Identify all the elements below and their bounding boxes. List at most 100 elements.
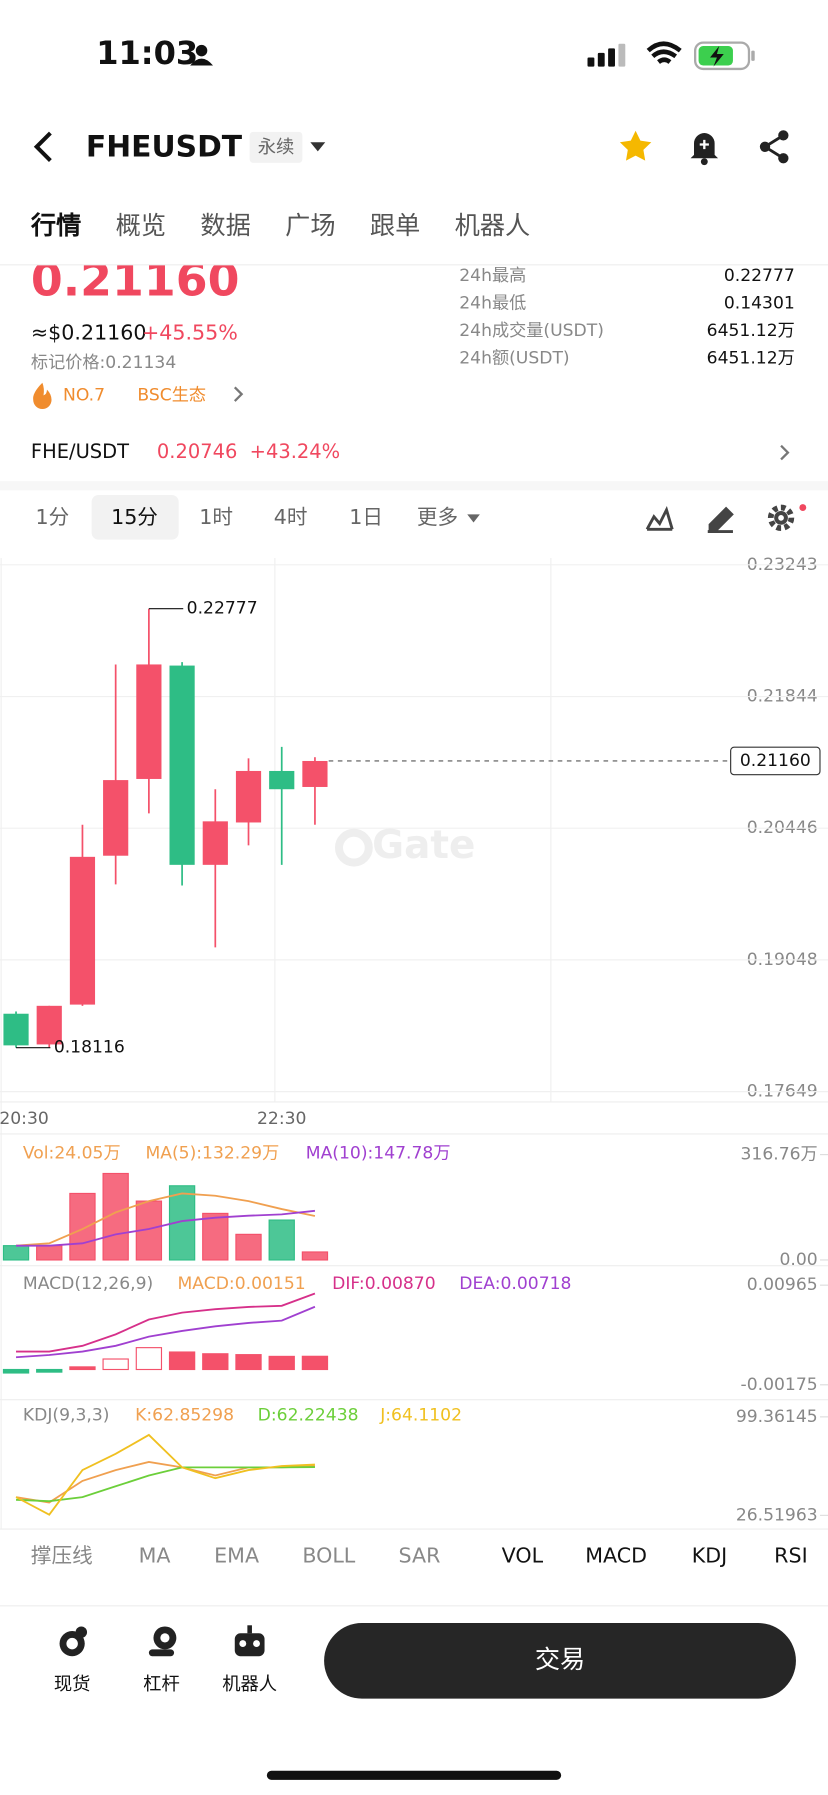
nav-label[interactable]: 机器人: [222, 1674, 277, 1695]
bar: [268, 1355, 295, 1371]
y-tick-label: -0.00175: [741, 1375, 818, 1395]
tab[interactable]: 机器人: [455, 211, 531, 240]
bar: [168, 1351, 196, 1371]
chevron: [233, 386, 244, 402]
bar: [102, 1358, 129, 1371]
trade-button[interactable]: [324, 1623, 796, 1699]
nav-label[interactable]: 现货: [54, 1674, 91, 1695]
symbol: FHEUSDT: [86, 129, 243, 164]
chevron: [780, 444, 790, 461]
bar: [69, 1366, 96, 1371]
fire-icon: [33, 382, 52, 410]
y-tick-label: 316.76万: [741, 1145, 818, 1165]
bar: [2, 1245, 30, 1261]
candle-body: [36, 1005, 62, 1045]
trade-button-label[interactable]: 交易: [535, 1645, 585, 1674]
spot-pair[interactable]: FHE/USDT: [31, 440, 129, 463]
indicator-tab[interactable]: RSI: [774, 1544, 807, 1568]
symbol-dropdown[interactable]: [310, 142, 326, 152]
rank-badge[interactable]: NO.7: [63, 385, 105, 405]
bar: [36, 1245, 63, 1261]
tab[interactable]: 概览: [116, 211, 166, 240]
indicator-tab[interactable]: EMA: [214, 1544, 259, 1568]
indicator-tab[interactable]: KDJ: [692, 1544, 727, 1568]
home-indicator: [266, 1770, 562, 1780]
draw-tool[interactable]: [707, 506, 734, 534]
legend-item: MACD(12,26,9): [23, 1274, 153, 1294]
indicator-tab[interactable]: BOLL: [302, 1544, 355, 1568]
bar: [69, 1192, 96, 1261]
interval[interactable]: 更多: [417, 505, 458, 529]
mark-price: 标记价格:0.21134: [31, 353, 176, 373]
legend-item: J:64.1102: [379, 1406, 462, 1426]
candle-body: [69, 856, 96, 1005]
interval[interactable]: 1时: [199, 505, 233, 529]
indicator-tab[interactable]: SAR: [399, 1544, 441, 1568]
max-label: 0.22777: [187, 599, 258, 619]
spot-icon: [59, 1626, 88, 1657]
more-dropdown[interactable]: [467, 514, 480, 523]
battery-icon: [694, 41, 755, 71]
spot-price: 0.20746: [157, 440, 237, 463]
sector-badge[interactable]: BSC生态: [137, 385, 206, 405]
active-interval-bg: [91, 494, 179, 540]
stat-label: 24h最低: [459, 294, 526, 314]
bar: [36, 1368, 63, 1373]
favorite-star[interactable]: [619, 130, 652, 161]
bot-icon: [234, 1625, 265, 1657]
indicator-tab[interactable]: 撑压线: [31, 1544, 93, 1568]
settings-button[interactable]: [767, 504, 807, 532]
signal-icon: [587, 43, 626, 67]
status-time: 11:03: [96, 34, 198, 72]
alert-bell[interactable]: [690, 133, 719, 166]
bar: [135, 1347, 163, 1371]
candle-body: [103, 780, 129, 856]
indicator-tab[interactable]: MA: [139, 1544, 171, 1568]
usd-price: ≈$0.21160: [31, 320, 147, 344]
wifi-icon: [646, 41, 682, 64]
margin-icon: [148, 1626, 177, 1657]
stat-label: 24h额(USDT): [459, 349, 569, 369]
bar: [235, 1354, 262, 1371]
tag-bg: [249, 131, 303, 163]
bar: [202, 1212, 229, 1261]
last-price-tag: [730, 746, 821, 776]
tab-bar-edge: [0, 246, 828, 265]
watermark-logo: [334, 828, 373, 867]
tab[interactable]: 跟单: [370, 211, 420, 240]
watermark: Gate: [372, 823, 475, 868]
interval[interactable]: 1日: [349, 505, 383, 529]
tab[interactable]: 广场: [285, 211, 335, 240]
bar: [235, 1233, 262, 1261]
stat-value: 0.14301: [724, 294, 795, 314]
bar: [168, 1185, 196, 1261]
tab[interactable]: 数据: [200, 211, 250, 240]
x-tick-label: 20:30: [0, 1109, 49, 1129]
tab[interactable]: 行情: [30, 211, 81, 240]
stat-value: 6451.12万: [707, 321, 795, 341]
legend-item: DIF:0.00870: [332, 1274, 436, 1294]
nav-label[interactable]: 杠杆: [143, 1674, 180, 1695]
stat-value: 6451.12万: [707, 349, 795, 369]
candle-body: [3, 1013, 29, 1046]
indicator-tab[interactable]: MACD: [585, 1544, 647, 1568]
y-tick-label: 99.36145: [736, 1407, 818, 1427]
series-line: [15, 1305, 316, 1359]
candle-body: [269, 770, 295, 790]
y-tick-label: 0.00: [779, 1250, 817, 1270]
back-button[interactable]: [33, 131, 52, 162]
indicator-tab[interactable]: VOL: [502, 1544, 544, 1568]
bar: [202, 1353, 229, 1371]
legend-item: MA(10):147.78万: [306, 1143, 451, 1163]
interval[interactable]: 4时: [274, 505, 308, 529]
indicator-tool[interactable]: [645, 505, 674, 531]
bar: [268, 1219, 295, 1261]
last-price-tag-label: 0.21160: [740, 751, 811, 771]
interval[interactable]: 15分: [111, 505, 158, 529]
bar: [301, 1251, 329, 1261]
x-tick-label: 22:30: [257, 1109, 306, 1129]
share-button[interactable]: [759, 130, 789, 164]
interval[interactable]: 1分: [36, 505, 70, 529]
